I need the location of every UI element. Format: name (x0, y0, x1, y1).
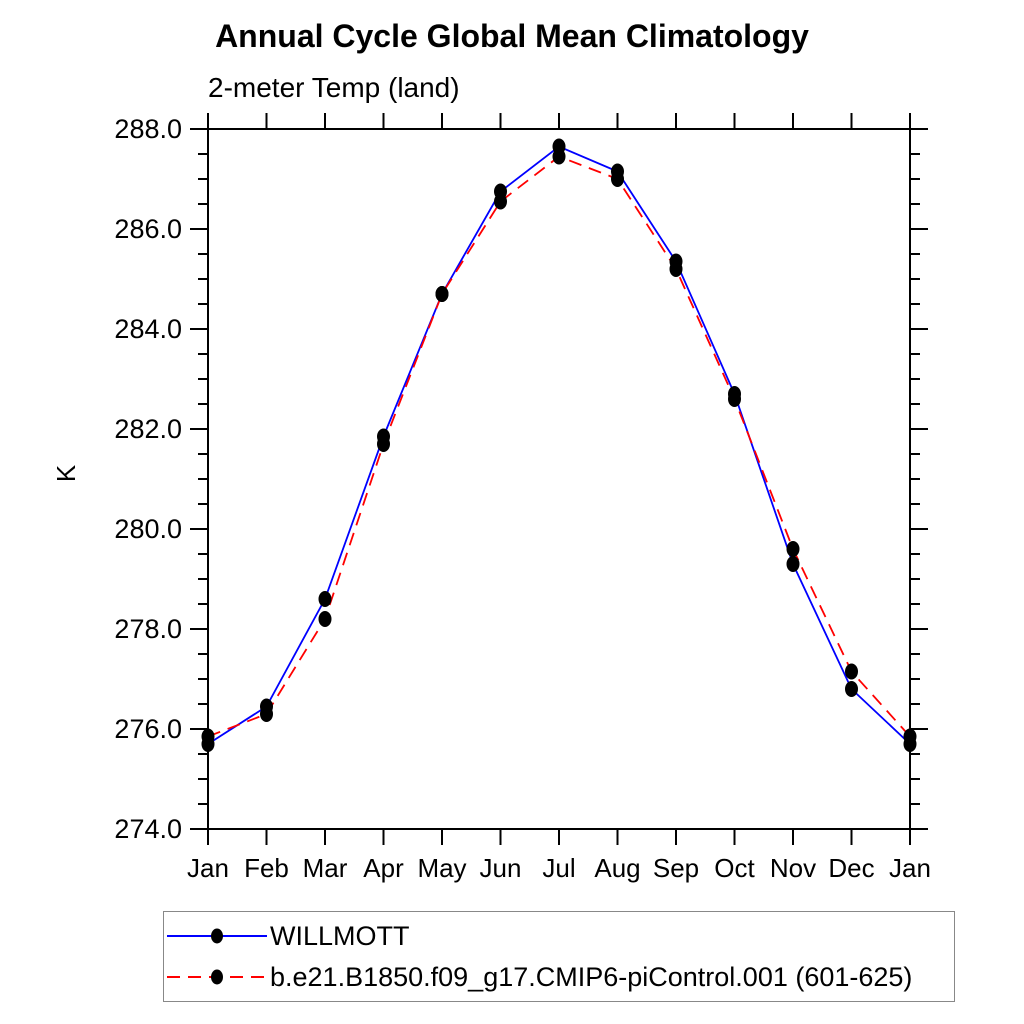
data-point-marker (552, 148, 566, 165)
x-tick-label: Jun (480, 853, 522, 883)
x-tick-label: Aug (594, 853, 640, 883)
chart-subtitle: 2-meter Temp (land) (208, 72, 460, 103)
data-point-marker (611, 171, 624, 187)
legend: WILLMOTT b.e21.B1850.f09_g17.CMIP6-piCon… (163, 911, 955, 1002)
x-tick-label: Jul (542, 853, 575, 883)
data-point-marker (377, 436, 390, 452)
y-tick-label: 274.0 (114, 814, 182, 844)
legend-line-sample-solid-blue (167, 928, 267, 944)
data-point-marker (260, 706, 273, 722)
data-point-marker (845, 663, 858, 680)
x-tick-label: Jan (187, 853, 229, 883)
data-point-marker (318, 591, 332, 607)
data-point-marker (201, 728, 215, 745)
x-tick-label: Jan (889, 853, 931, 883)
data-point-marker (786, 541, 800, 557)
legend-marker-dot-icon (211, 969, 223, 985)
y-tick-label: 282.0 (114, 414, 182, 444)
x-tick-label: Dec (828, 853, 874, 883)
series-line-1 (207, 155, 911, 738)
x-tick-label: Apr (363, 853, 404, 883)
chart-title: Annual Cycle Global Mean Climatology (215, 18, 809, 54)
y-tick-label: 278.0 (114, 614, 182, 644)
data-point-marker (728, 391, 741, 407)
y-tick-label: 276.0 (114, 714, 182, 744)
legend-marker-dot-icon (211, 928, 223, 944)
legend-label-model: b.e21.B1850.f09_g17.CMIP6-piControl.001 … (270, 961, 913, 992)
series-line-0 (207, 145, 911, 745)
y-tick-label: 280.0 (114, 514, 182, 544)
x-tick-label: Sep (653, 853, 699, 883)
y-tick-label: 286.0 (114, 214, 182, 244)
data-point-marker (435, 286, 449, 302)
legend-row-model: b.e21.B1850.f09_g17.CMIP6-piControl.001 … (164, 958, 954, 996)
legend-row-willmott: WILLMOTT (164, 917, 954, 955)
legend-line-sample-dashed-red (167, 969, 267, 985)
plot-frame (207, 128, 911, 830)
data-point-marker (318, 611, 332, 627)
x-tick-label: Mar (303, 853, 348, 883)
y-tick-label: 284.0 (114, 314, 182, 344)
data-point-marker (669, 261, 683, 277)
data-point-marker (786, 556, 800, 572)
x-tick-label: Feb (244, 853, 289, 883)
x-tick-label: May (417, 853, 466, 883)
y-tick-label: 288.0 (114, 114, 182, 144)
data-point-marker (494, 193, 507, 210)
data-point-marker (845, 681, 858, 697)
data-point-marker (903, 728, 917, 745)
x-tick-label: Nov (770, 853, 816, 883)
legend-label-willmott: WILLMOTT (270, 920, 410, 951)
x-tick-label: Oct (714, 853, 755, 883)
